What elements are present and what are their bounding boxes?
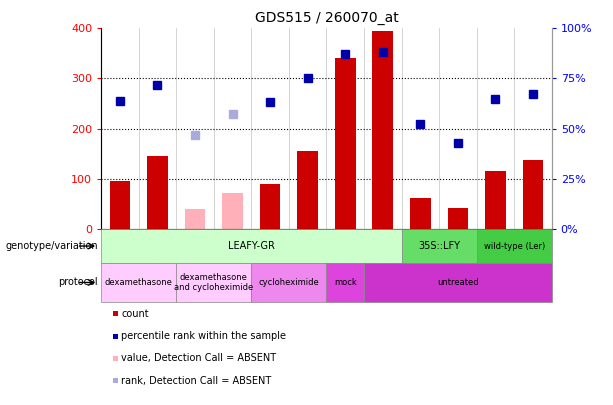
Bar (327, 263, 364, 302)
Bar (147, 156, 168, 229)
Bar (260, 184, 280, 229)
Text: cycloheximide: cycloheximide (259, 278, 319, 287)
Bar (113, 378, 118, 383)
Bar (223, 193, 243, 229)
Text: 35S::LFY: 35S::LFY (418, 241, 460, 251)
Bar (101, 263, 177, 302)
Text: LEAFY-GR: LEAFY-GR (228, 241, 275, 251)
Bar (335, 58, 356, 229)
Text: value, Detection Call = ABSENT: value, Detection Call = ABSENT (121, 354, 276, 363)
Bar (110, 181, 130, 229)
Text: protocol: protocol (58, 277, 98, 288)
Bar (364, 263, 552, 302)
Bar (113, 356, 118, 361)
Text: percentile rank within the sample: percentile rank within the sample (121, 331, 286, 341)
Text: dexamethasone: dexamethasone (105, 278, 173, 287)
Text: genotype/variation: genotype/variation (6, 241, 98, 251)
Title: GDS515 / 260070_at: GDS515 / 260070_at (254, 11, 398, 25)
Bar (251, 263, 327, 302)
Bar (101, 229, 402, 263)
Bar (185, 209, 205, 229)
Text: dexamethasone
and cycloheximide: dexamethasone and cycloheximide (174, 273, 253, 292)
Bar (485, 171, 506, 229)
Text: untreated: untreated (437, 278, 479, 287)
Bar (113, 311, 118, 316)
Bar (477, 229, 552, 263)
Bar (297, 151, 318, 229)
Text: mock: mock (334, 278, 357, 287)
Text: count: count (121, 309, 149, 319)
Bar (373, 31, 393, 229)
Bar (523, 160, 543, 229)
Bar (177, 263, 251, 302)
Bar (447, 208, 468, 229)
Text: wild-type (Ler): wild-type (Ler) (484, 241, 545, 251)
Bar (410, 198, 430, 229)
Bar (113, 334, 118, 339)
Bar (402, 229, 477, 263)
Text: rank, Detection Call = ABSENT: rank, Detection Call = ABSENT (121, 376, 272, 386)
